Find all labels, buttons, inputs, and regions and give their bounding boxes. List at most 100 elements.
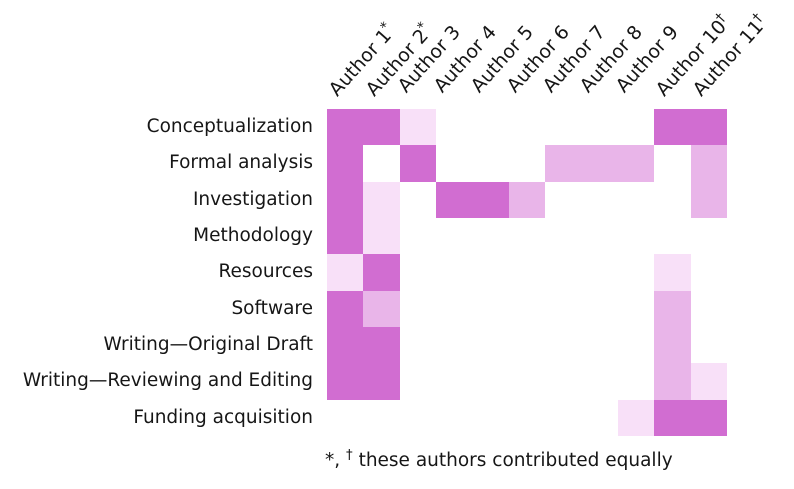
heatmap-cell (363, 217, 400, 255)
heatmap-cell (399, 363, 437, 400)
heatmap-cell (545, 326, 582, 364)
heatmap-cell (327, 326, 364, 364)
heatmap-cell (327, 399, 364, 436)
row-label: Funding acquisition (133, 406, 313, 428)
heatmap-cell (690, 254, 727, 291)
heatmap-cell (472, 145, 509, 182)
heatmap-cell (654, 363, 691, 400)
footnote-star: * (325, 450, 335, 472)
heatmap-cell (327, 145, 364, 182)
heatmap-cell (399, 290, 437, 327)
heatmap-cell (545, 145, 582, 182)
heatmap-cell (508, 217, 546, 255)
heatmap-cell (617, 363, 655, 400)
heatmap-cell (545, 363, 582, 400)
row-label: Software (231, 297, 313, 319)
heatmap-cell (617, 326, 655, 364)
heatmap-cell (436, 217, 473, 255)
heatmap-cell (399, 217, 437, 255)
heatmap-cell (545, 254, 582, 291)
heatmap-cell (690, 145, 727, 182)
heatmap-cell (654, 181, 691, 218)
heatmap-cell (399, 181, 437, 218)
heatmap-cell (399, 326, 437, 364)
heatmap-cell (436, 145, 473, 182)
footnote: *, † these authors contributed equally (325, 448, 673, 471)
heatmap-cell (363, 181, 400, 218)
heatmap-cell (472, 399, 509, 436)
heatmap-cell (581, 399, 618, 436)
heatmap-cell (436, 399, 473, 436)
heatmap-cell (472, 109, 509, 146)
row-label: Methodology (193, 224, 313, 246)
heatmap-cell (545, 290, 582, 327)
heatmap-cell (581, 254, 618, 291)
heatmap-cell (363, 399, 400, 436)
heatmap-cell (617, 109, 655, 146)
heatmap-cell (436, 254, 473, 291)
heatmap-cell (508, 109, 546, 146)
heatmap-cell (617, 254, 655, 291)
heatmap-cell (581, 290, 618, 327)
heatmap-cell (545, 181, 582, 218)
heatmap-cell (545, 399, 582, 436)
heatmap-cell (654, 326, 691, 364)
heatmap-cell (363, 145, 400, 182)
heatmap-cell (690, 109, 727, 146)
heatmap-cell (581, 145, 618, 182)
heatmap-cell (545, 109, 582, 146)
heatmap-cell (436, 326, 473, 364)
heatmap-cell (399, 145, 437, 182)
column-header-marker: † (749, 9, 766, 26)
row-label: Writing—Original Draft (103, 333, 313, 355)
heatmap-grid (327, 109, 727, 436)
row-labels: Conceptualization Formal analysis Investig… (0, 109, 313, 436)
heatmap-cell (508, 145, 546, 182)
heatmap-cell (581, 326, 618, 364)
heatmap-cell (399, 399, 437, 436)
heatmap-cell (690, 399, 727, 436)
heatmap-cell (363, 363, 400, 400)
heatmap-cell (654, 399, 691, 436)
heatmap-cell (508, 181, 546, 218)
heatmap-cell (508, 290, 546, 327)
heatmap-cell (327, 254, 364, 291)
heatmap-cell (581, 217, 618, 255)
heatmap-cell (617, 290, 655, 327)
heatmap-cell (472, 326, 509, 364)
heatmap-cell (654, 145, 691, 182)
heatmap-cell (399, 254, 437, 291)
heatmap-cell (690, 326, 727, 364)
heatmap-cell (472, 363, 509, 400)
heatmap-cell (327, 363, 364, 400)
footnote-text-body: these authors contributed equally (358, 450, 673, 472)
heatmap-cell (363, 290, 400, 327)
row-label: Investigation (192, 188, 313, 210)
heatmap-cell (581, 363, 618, 400)
heatmap-cell (508, 254, 546, 291)
heatmap-cell (654, 217, 691, 255)
heatmap-cell (654, 290, 691, 327)
heatmap-cell (690, 181, 727, 218)
heatmap-cell (581, 109, 618, 146)
heatmap-cell (508, 326, 546, 364)
heatmap-cell (472, 254, 509, 291)
heatmap-cell (690, 217, 727, 255)
heatmap-cell (399, 109, 437, 146)
heatmap-cell (508, 399, 546, 436)
column-header-marker: † (712, 9, 730, 26)
footnote-dagger: † (346, 448, 353, 463)
heatmap-cell (617, 399, 655, 436)
heatmap-cell (436, 181, 473, 218)
row-label: Formal analysis (169, 152, 313, 174)
column-header-marker: * (377, 18, 394, 35)
heatmap-cell (617, 181, 655, 218)
heatmap-cell (436, 290, 473, 327)
row-label: Writing—Reviewing and Editing (22, 370, 313, 392)
heatmap-cell (690, 290, 727, 327)
heatmap-cell (545, 217, 582, 255)
heatmap-cell (363, 254, 400, 291)
heatmap-cell (436, 109, 473, 146)
heatmap-cell (327, 181, 364, 218)
